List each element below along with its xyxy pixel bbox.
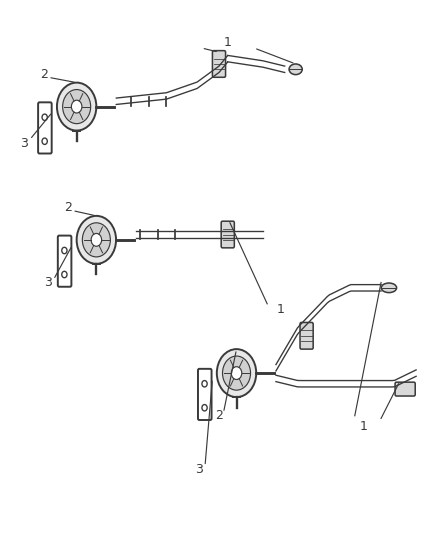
Ellipse shape [381, 283, 397, 293]
Circle shape [223, 356, 251, 390]
Circle shape [202, 405, 207, 411]
Text: 2: 2 [64, 201, 72, 214]
Circle shape [91, 233, 102, 246]
FancyBboxPatch shape [58, 236, 71, 287]
Text: 2: 2 [40, 68, 48, 81]
FancyBboxPatch shape [38, 102, 52, 154]
Circle shape [42, 138, 47, 144]
FancyBboxPatch shape [221, 221, 234, 248]
Circle shape [63, 90, 91, 124]
Circle shape [231, 367, 242, 379]
Circle shape [202, 381, 207, 387]
Circle shape [217, 349, 256, 397]
Text: 1: 1 [360, 420, 367, 433]
FancyBboxPatch shape [212, 51, 226, 77]
Circle shape [57, 83, 96, 131]
Text: 3: 3 [20, 138, 28, 150]
Text: 2: 2 [215, 409, 223, 422]
Ellipse shape [289, 64, 302, 75]
Text: 3: 3 [195, 463, 203, 475]
Text: 1: 1 [224, 36, 232, 49]
Text: 3: 3 [44, 276, 52, 289]
Circle shape [42, 114, 47, 120]
Circle shape [71, 100, 82, 113]
Circle shape [77, 216, 116, 264]
FancyBboxPatch shape [198, 369, 212, 420]
Circle shape [82, 223, 110, 257]
Text: 1: 1 [276, 303, 284, 316]
FancyBboxPatch shape [395, 382, 415, 396]
Circle shape [62, 247, 67, 254]
FancyBboxPatch shape [300, 322, 313, 349]
Circle shape [62, 271, 67, 278]
